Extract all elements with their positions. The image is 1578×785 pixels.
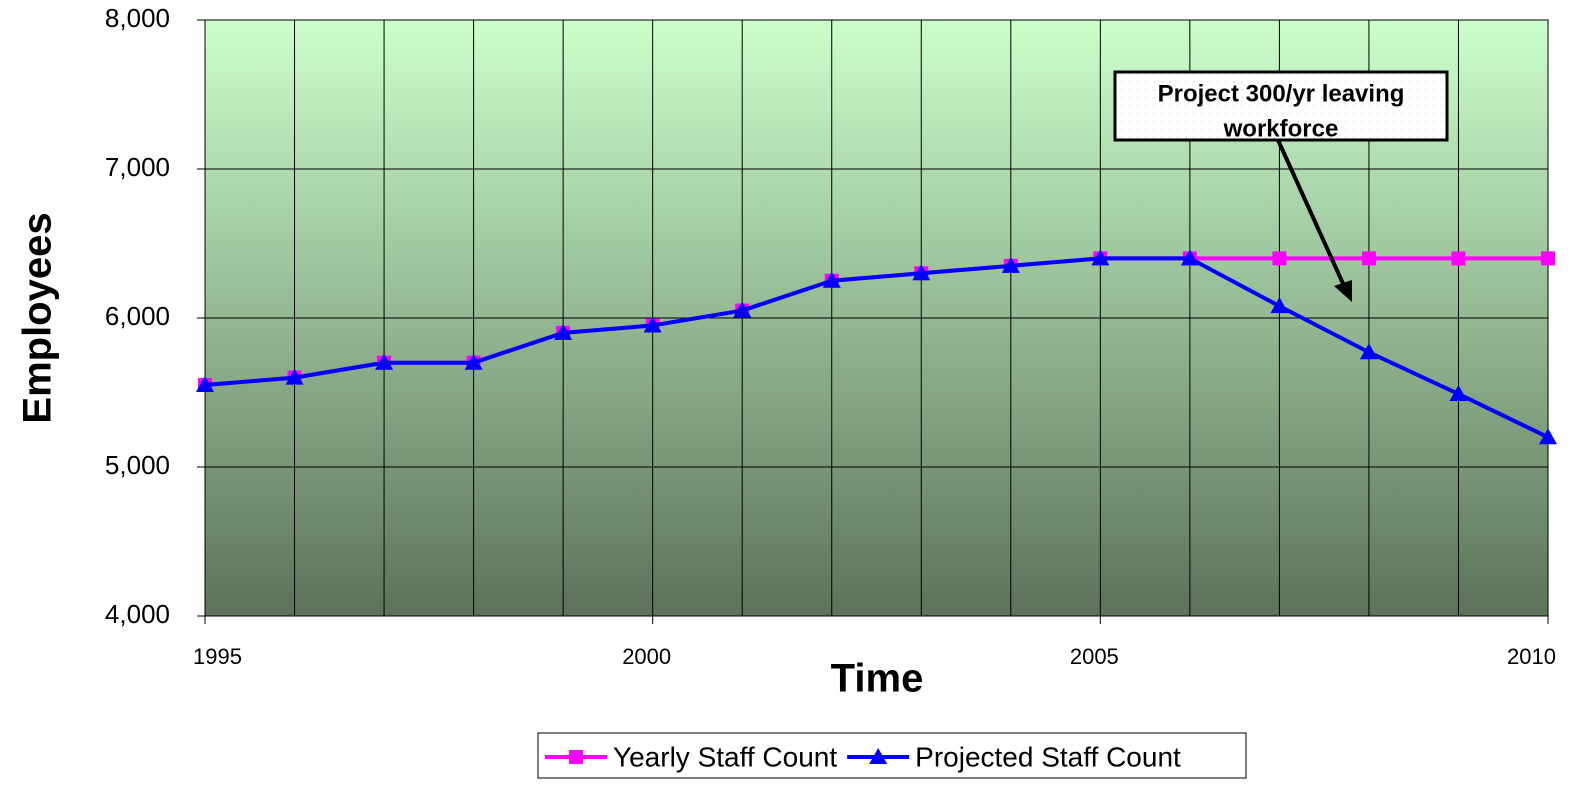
annotation-text: workforce <box>1223 115 1339 142</box>
y-tick-label: 5,000 <box>105 450 170 480</box>
annotation-arrowhead <box>1334 280 1352 302</box>
legend-marker <box>569 750 583 764</box>
plot-border <box>204 19 1549 617</box>
y-tick-label: 6,000 <box>105 301 170 331</box>
marker <box>464 353 483 370</box>
marker <box>733 301 752 318</box>
x-tick-label: 2010 <box>1507 644 1556 669</box>
x-axis-title: Time <box>831 657 924 701</box>
legend-marker <box>869 748 888 764</box>
marker <box>1449 384 1468 401</box>
series-line <box>204 256 1549 440</box>
marker <box>1359 343 1378 360</box>
marker <box>1180 249 1199 266</box>
x-tick-label: 2005 <box>1070 644 1119 669</box>
marker <box>375 353 394 370</box>
marker <box>1361 251 1376 266</box>
marker <box>1270 297 1289 314</box>
marker <box>1541 251 1555 266</box>
x-tick-label: 1995 <box>193 644 242 669</box>
marker <box>822 271 841 288</box>
marker <box>912 264 931 281</box>
marker <box>643 316 662 333</box>
marker <box>1539 428 1557 445</box>
marker <box>1001 256 1020 273</box>
marker <box>1091 249 1110 266</box>
legend-label: Yearly Staff Count <box>613 741 837 772</box>
x-tick-label: 2000 <box>622 644 671 669</box>
marker <box>1272 251 1287 266</box>
annotation-box <box>1113 70 1449 142</box>
y-tick-label: 8,000 <box>105 3 170 33</box>
legend-label: Projected Staff Count <box>915 741 1181 772</box>
y-tick-label: 7,000 <box>105 152 170 182</box>
marker <box>1451 251 1466 266</box>
marker <box>554 323 573 340</box>
marker <box>196 376 214 393</box>
annotation-arrow <box>1276 139 1347 289</box>
annotation-text: Project 300/yr leaving <box>1158 80 1405 107</box>
y-axis-title: Employees <box>16 212 60 423</box>
y-tick-label: 4,000 <box>105 599 170 629</box>
marker <box>285 368 304 385</box>
